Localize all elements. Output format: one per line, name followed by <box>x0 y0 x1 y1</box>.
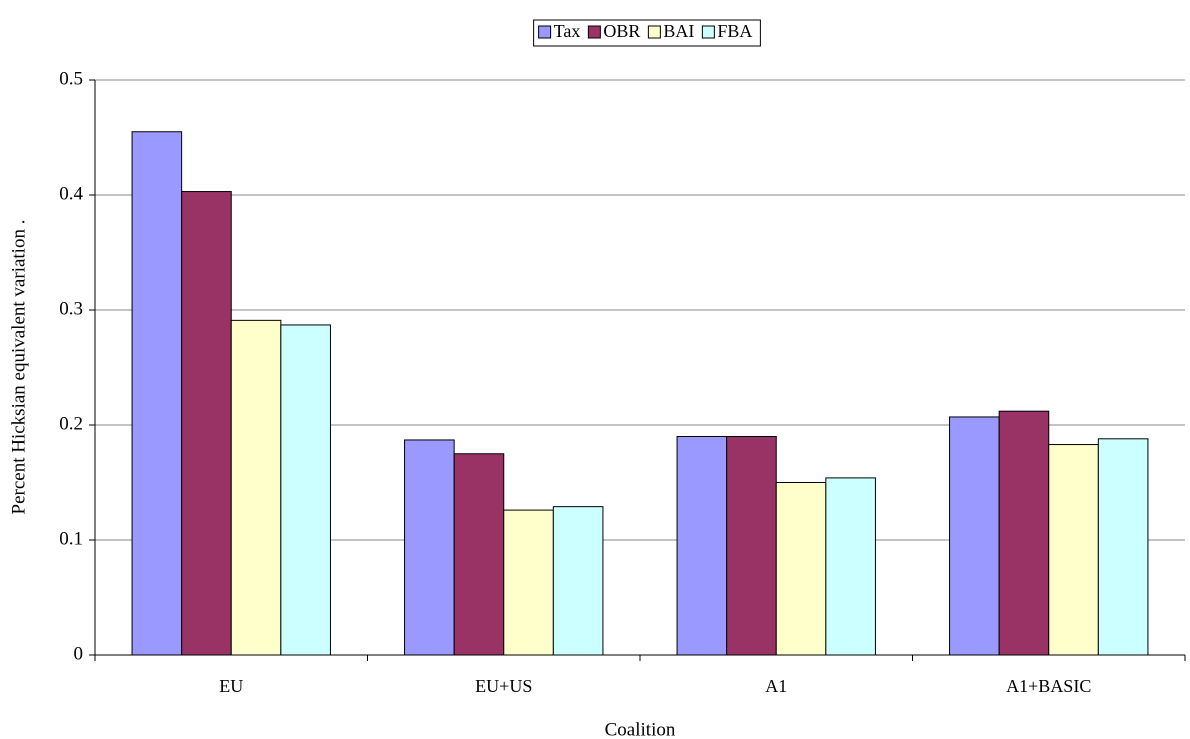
legend-label: OBR <box>603 21 640 41</box>
y-tick-label: 0.4 <box>59 183 83 204</box>
bar <box>726 436 777 656</box>
bar <box>503 509 554 656</box>
y-tick-label: 0.3 <box>59 298 83 319</box>
legend-swatch <box>538 25 552 39</box>
x-tick-label: A1 <box>765 676 787 696</box>
y-tick-label: 0 <box>74 643 84 664</box>
legend-swatch <box>647 25 661 39</box>
y-tick-label: 0.2 <box>59 413 83 434</box>
legend-swatch <box>587 25 601 39</box>
x-tick-label: EU <box>219 676 243 696</box>
bar <box>181 191 232 656</box>
bar <box>230 319 282 656</box>
bar <box>676 436 728 656</box>
bar <box>949 416 1000 656</box>
bar <box>131 131 183 656</box>
bar <box>1048 444 1099 656</box>
legend-swatch <box>701 25 715 39</box>
bar <box>404 439 455 656</box>
legend-label: FBA <box>717 21 752 41</box>
bar <box>775 482 827 656</box>
y-tick-label: 0.1 <box>59 528 83 549</box>
x-axis-label: Coalition <box>605 719 676 739</box>
legend-box <box>533 19 761 47</box>
bar <box>552 506 604 656</box>
bar <box>280 324 331 656</box>
x-tick-label: A1+BASIC <box>1006 676 1091 696</box>
legend-label: BAI <box>663 21 694 41</box>
x-tick-label: EU+US <box>475 676 532 696</box>
legend-label: Tax <box>554 21 581 41</box>
bar <box>825 477 876 656</box>
y-tick-label: 0.5 <box>59 68 83 89</box>
bar <box>1097 438 1149 656</box>
bar <box>453 453 505 656</box>
y-axis-label: Percent Hicksian equivalent variation . <box>8 220 29 515</box>
bar <box>998 410 1050 656</box>
